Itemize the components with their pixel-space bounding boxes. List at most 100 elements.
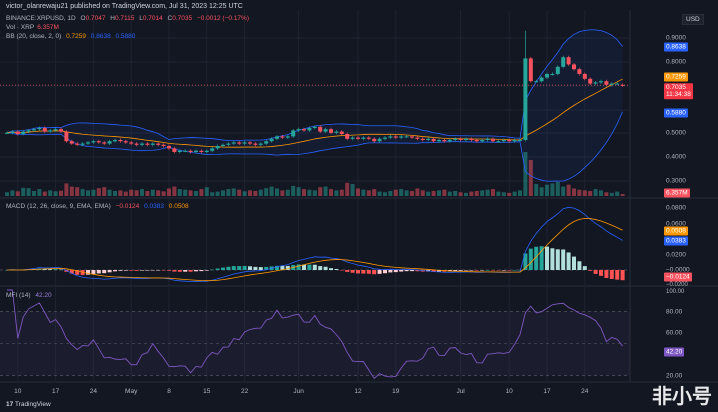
volume-bar <box>215 191 220 196</box>
macd-histogram-bar <box>258 267 263 270</box>
mfi-value: 42.20 <box>35 292 52 299</box>
volume-bar <box>393 189 398 196</box>
volume-bar <box>161 191 166 196</box>
candle-body <box>528 58 533 82</box>
macd-tick: 0.0200 <box>666 251 686 259</box>
volume-bar <box>415 188 420 196</box>
time-tick: 19 <box>392 388 400 395</box>
volume-bar <box>123 191 128 196</box>
volume-bar <box>561 186 566 196</box>
volume-bar <box>496 191 501 196</box>
macd-histogram-bar <box>518 269 522 271</box>
macd-histogram-bar <box>599 270 603 276</box>
candle-body <box>518 140 522 141</box>
macd-tick: −0.0000 <box>666 266 690 274</box>
volume-bar <box>620 194 625 196</box>
macd-histogram-bar <box>242 265 247 270</box>
price-tick: 0.8000 <box>666 58 686 66</box>
macd-histogram-bar <box>150 270 155 271</box>
macd-label[interactable]: MACD (12, 26, close, 9, EMA, EMA) <box>6 203 111 210</box>
candle-body <box>26 130 31 132</box>
volume-bar <box>69 186 74 196</box>
candle-body <box>32 129 36 131</box>
candle-body <box>458 138 463 140</box>
volume-bar <box>545 184 549 196</box>
volume-bar <box>134 190 139 196</box>
volume-legend: Vol · XRP 6.357M <box>6 24 62 31</box>
bb-lower-tag: 0.5880 <box>664 108 688 118</box>
time-tick: May <box>125 388 138 395</box>
candle-body <box>15 131 20 134</box>
volume-bar <box>447 191 452 196</box>
candle-body <box>302 129 306 131</box>
volume-bar <box>253 190 258 196</box>
volume-bar <box>615 191 620 196</box>
macd-histogram-bar <box>296 264 301 270</box>
currency-button[interactable]: USD <box>682 14 704 25</box>
mfi-label[interactable]: MFI (14) <box>6 292 31 299</box>
volume-bar <box>431 190 436 196</box>
volume-bar <box>518 190 522 196</box>
macd-histogram-bar <box>91 270 96 274</box>
candle-body <box>242 142 247 144</box>
volume-bar <box>377 191 382 196</box>
macd-histogram-bar <box>501 270 506 271</box>
candle-body <box>318 126 323 132</box>
volume-bar <box>442 189 447 196</box>
mfi-tick: 60.00 <box>666 329 683 337</box>
time-tick: 12 <box>354 388 362 395</box>
volume-bar <box>458 192 463 196</box>
macd-histogram-bar <box>231 266 236 270</box>
candle-body <box>296 129 301 131</box>
close-label: C <box>167 15 173 22</box>
bb-label[interactable]: BB (20, close, 2, 0) <box>6 33 62 40</box>
high-value: 0.7115 <box>115 15 135 22</box>
candle-body <box>307 128 312 131</box>
volume-bar <box>140 189 144 196</box>
volume-bar <box>528 159 533 196</box>
candle-body <box>447 140 452 142</box>
volume-bar <box>183 189 188 196</box>
volume-bar <box>539 187 544 196</box>
symbol-label[interactable]: BINANCE:XRPUSD, 1D <box>6 15 76 22</box>
macd-legend: MACD (12, 26, close, 9, EMA, EMA) −0.012… <box>6 203 192 210</box>
volume-bar <box>96 188 101 196</box>
macd-histogram-bar <box>275 265 279 270</box>
time-tick: 10 <box>505 388 513 395</box>
volume-bar <box>64 183 69 196</box>
macd-histogram-bar <box>183 270 188 272</box>
volume-bar <box>345 182 350 196</box>
volume-bar <box>426 191 431 196</box>
volume-bar <box>566 184 571 196</box>
volume-bar <box>242 191 247 196</box>
change-value: −0.0012 (−0.17%) <box>196 15 249 22</box>
price-tick: 0.3000 <box>666 177 686 185</box>
volume-label[interactable]: Vol · XRP <box>6 24 35 31</box>
price-tick: 0.5000 <box>666 129 686 137</box>
volume-bar <box>599 190 603 196</box>
watermark: 非小号 <box>652 386 712 408</box>
volume-bar <box>366 190 371 196</box>
candle-body <box>129 142 134 144</box>
macd-histogram-bar <box>48 269 53 270</box>
candle-body <box>366 137 371 139</box>
bb-lower-value: 0.5880 <box>115 33 136 40</box>
candle-body <box>512 140 517 142</box>
volume-bar <box>550 183 555 196</box>
macd-histogram-bar <box>323 266 328 270</box>
macd-histogram-bar <box>86 270 90 275</box>
candle-body <box>188 150 193 152</box>
candle-body <box>172 148 177 152</box>
macd-histogram-bar <box>226 266 231 270</box>
macd-histogram-bar <box>507 270 512 271</box>
macd-histogram-bar <box>555 249 560 270</box>
candle-body <box>561 57 566 67</box>
candle-body <box>53 129 58 131</box>
macd-histogram-bar <box>140 270 144 271</box>
macd-signal-tag: 0.0508 <box>664 226 688 236</box>
candle-body <box>226 143 231 145</box>
bb-basis-value: 0.7259 <box>66 33 86 40</box>
tradingview-logo[interactable]: 17 TradingView <box>6 401 51 408</box>
volume-bar <box>26 188 31 196</box>
